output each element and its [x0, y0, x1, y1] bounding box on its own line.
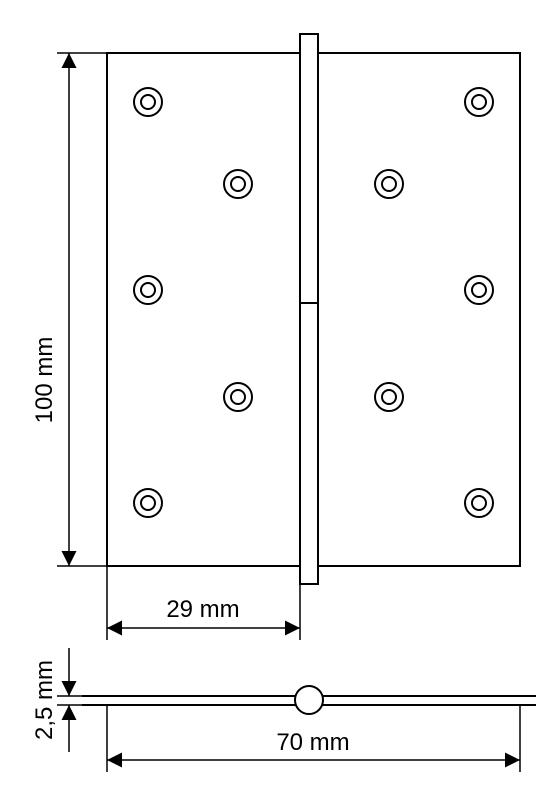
hinge-body — [107, 34, 520, 584]
side-view — [82, 686, 536, 714]
dim-full-width-label: 70 mm — [276, 729, 349, 756]
dim-height-label: 100 mm — [31, 337, 58, 424]
dim-thickness: 2,5 mm — [31, 648, 82, 752]
hinge-diagram: 100 mm 29 mm 2,5 mm 70 mm — [0, 0, 551, 805]
dim-leaf-width: 29 mm — [107, 566, 300, 640]
dim-height: 100 mm — [31, 53, 107, 566]
dim-full-width: 70 mm — [107, 705, 520, 772]
dim-leaf-width-label: 29 mm — [166, 596, 239, 623]
dim-thickness-label: 2,5 mm — [31, 660, 58, 740]
